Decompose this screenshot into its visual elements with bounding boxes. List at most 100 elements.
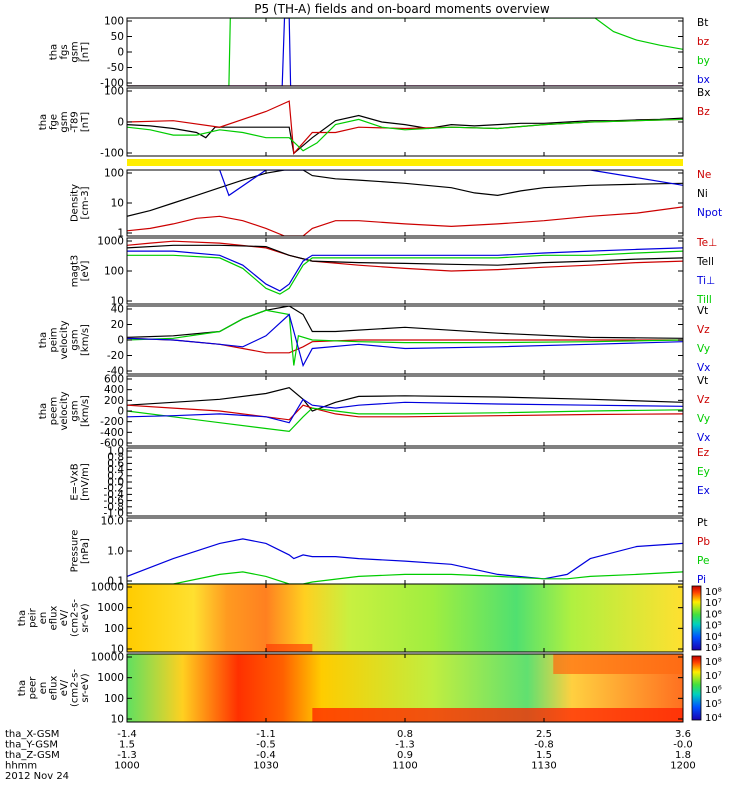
panel-fge: 100 0 -100 tha fge gsm -T89 [nT] Bx Bz <box>38 86 710 160</box>
y-axis-label: fge <box>49 114 60 130</box>
ephemeris-value: -1.4 <box>117 729 137 740</box>
series-peemv-Vz <box>127 404 683 421</box>
series-density-Ni <box>127 170 683 217</box>
legend-Bz: Bz <box>697 106 710 118</box>
colorbar-tick-label: 10⁶ <box>705 685 722 696</box>
y-tick-label: 0.4 <box>107 464 124 476</box>
y-axis-label: tha <box>49 44 60 60</box>
y-axis-label: (cm2-s- <box>70 599 81 637</box>
legend-Ez: Ez <box>697 447 710 459</box>
y-tick-label: 1000 <box>97 672 124 684</box>
panel-fgs: 100 50 0 -50 -100 tha fgs gsm [nT] Bt bz by bx <box>49 16 710 90</box>
y-tick-label: 0 <box>117 335 124 347</box>
ephemeris-value: 1000 <box>114 761 139 772</box>
legend-Npot: Npot <box>697 207 722 219</box>
colorbar-tick-label: 10⁶ <box>705 609 722 620</box>
legend-Pe: Pe <box>697 555 709 567</box>
y-tick-label: 100 <box>104 86 124 98</box>
colorbar-tick-label: 10⁷ <box>705 598 722 609</box>
series-density-Npot <box>219 170 683 197</box>
panel-density: 100 10 1 Density [cm-3] Ne Ni Npot <box>70 168 723 240</box>
ephemeris-value: 1200 <box>670 761 695 772</box>
y-axis-label: en <box>38 682 49 695</box>
y-tick-label: 0.2 <box>107 470 124 482</box>
legend-Vx: Vx <box>697 432 710 444</box>
legend-bz: bz <box>697 36 710 48</box>
legend-Vy: Vy <box>697 343 710 355</box>
y-tick-label: 10 <box>111 644 124 656</box>
colorbar-tick-label: 10⁷ <box>705 671 722 682</box>
series-temp-Ti⊥ <box>127 247 683 292</box>
ephemeris-label: hhmm <box>5 761 37 772</box>
y-tick-label: 10000 <box>91 582 124 594</box>
y-axis-label: peir <box>28 607 39 627</box>
plot-title: P5 (TH-A) fields and on-board moments ov… <box>254 2 550 16</box>
y-tick-label: 100 <box>104 168 124 180</box>
y-axis-label: velocity <box>59 320 70 359</box>
series-temp-Te⊥ <box>127 240 683 272</box>
series-peimv-Vy <box>127 309 683 366</box>
legend-Vt: Vt <box>697 375 708 387</box>
ephemeris-value: 1100 <box>392 761 417 772</box>
colorbar-tick-label: 10⁸ <box>705 657 722 668</box>
legend-Vx: Vx <box>697 362 710 374</box>
colorbar-tick-label: 10⁴ <box>705 632 722 643</box>
y-tick-label: 1.0 <box>107 546 124 558</box>
legend-Te⊥: Te⊥ <box>696 237 717 249</box>
y-axis-label: gsm <box>70 41 81 62</box>
y-tick-label: 100 <box>104 266 124 278</box>
y-tick-label: 50 <box>111 31 124 43</box>
series-fge-Bx <box>127 114 683 155</box>
y-axis-label: eflux <box>49 606 60 631</box>
legend-Pt: Pt <box>697 517 707 529</box>
series-pressure-Pi <box>127 538 683 580</box>
y-tick-label: 200 <box>104 395 124 407</box>
y-tick-label: -100 <box>100 148 124 160</box>
y-tick-label: 0.6 <box>107 458 124 470</box>
y-tick-label: 1 <box>117 228 124 240</box>
series-peemv-Vt <box>127 387 683 412</box>
y-axis-label: [mV/m] <box>80 463 91 501</box>
y-axis-label: peer <box>28 676 39 700</box>
y-tick-label: 1000 <box>97 236 124 248</box>
y-tick-label: 100 <box>104 693 124 705</box>
y-axis-label: tha <box>38 332 49 348</box>
peer-low-energy-band <box>312 708 683 722</box>
ephemeris-value: -1.3 <box>395 740 415 751</box>
y-axis-label: peem <box>49 397 60 425</box>
y-tick-label: -0.2 <box>104 483 125 495</box>
legend-by: by <box>697 55 710 67</box>
panel-frame <box>126 17 684 87</box>
ephemeris-value: 1.5 <box>119 740 135 751</box>
y-tick-label: -0.8 <box>104 501 125 513</box>
y-axis-label: tha <box>38 114 49 130</box>
y-axis-label: [cm-3] <box>80 186 91 219</box>
peir-spectrogram <box>127 584 683 652</box>
colorbar-tick-label: 10⁸ <box>705 587 722 598</box>
y-axis-label: eV/ <box>59 679 70 696</box>
y-axis-label: peim <box>49 327 60 352</box>
legend-Bx: Bx <box>697 87 710 99</box>
panel-pressure: 10.0 1.0 0.1 Pressure [nPa] Pt Pb Pe Pi <box>70 516 711 588</box>
y-tick-label: 0 <box>117 117 124 129</box>
peer-high-energy-band <box>553 654 683 674</box>
y-axis-label: eflux <box>49 676 60 701</box>
legend-Pb: Pb <box>697 536 710 548</box>
y-tick-label: -1.0 <box>104 508 125 520</box>
legend-Till: Till <box>696 294 712 306</box>
legend-Vz: Vz <box>697 394 710 406</box>
y-axis-label: gsm <box>70 329 81 350</box>
series-peemv-Vx <box>127 398 683 424</box>
ephemeris-label: tha_X-GSM <box>5 729 59 740</box>
colorbar-tick-label: 10⁵ <box>705 621 722 632</box>
panel-temp: 1000 100 10 magt3 [eV] Te⊥ Tell Ti⊥ Till <box>70 236 718 308</box>
y-axis-label: Density <box>70 184 81 222</box>
series-peimv-Vz <box>127 337 683 354</box>
ephemeris-value: -0.4 <box>256 750 276 761</box>
panel-peimv: 40 20 0 -20 -40 tha peim velocity gsm [km/s] Vt Vz V… <box>38 304 710 378</box>
y-axis-label: [eV] <box>80 261 91 282</box>
y-tick-label: -200 <box>100 416 124 428</box>
